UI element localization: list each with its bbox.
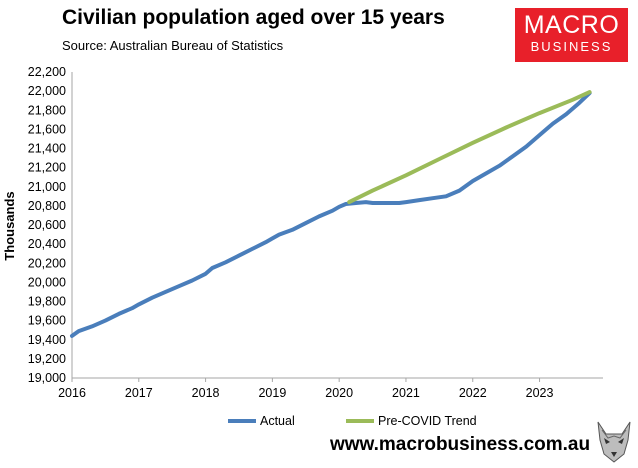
y-tick-label: 20,400 bbox=[28, 237, 66, 251]
x-tick-label: 2017 bbox=[125, 386, 153, 400]
series-group bbox=[70, 90, 592, 338]
y-tick-label: 22,000 bbox=[28, 84, 66, 98]
x-tick-label: 2016 bbox=[58, 386, 86, 400]
y-tick-label: 19,000 bbox=[28, 371, 66, 385]
y-tick-label: 20,800 bbox=[28, 199, 66, 213]
y-tick-label: 21,800 bbox=[28, 103, 66, 117]
x-tick-label: 2020 bbox=[325, 386, 353, 400]
y-tick-label: 20,200 bbox=[28, 256, 66, 270]
legend-label-actual: Actual bbox=[260, 414, 295, 428]
y-tick-label: 21,200 bbox=[28, 161, 66, 175]
y-tick-label: 19,400 bbox=[28, 333, 66, 347]
y-tick-labels: 19,000 19,200 19,400 19,600 19,800 20,000 20,2… bbox=[28, 65, 66, 385]
y-tick-label: 22,200 bbox=[28, 65, 66, 79]
legend: Actual Pre-COVID Trend bbox=[228, 414, 477, 428]
x-tick-label: 2022 bbox=[459, 386, 487, 400]
series-line-pre-covid-trend bbox=[347, 90, 592, 205]
y-tick-label: 19,600 bbox=[28, 314, 66, 328]
logo-line2: BUSINESS bbox=[530, 39, 613, 54]
website-url: www.macrobusiness.com.au bbox=[330, 434, 591, 455]
chart-title: Civilian population aged over 15 years bbox=[62, 6, 445, 29]
logo-line1: MACRO bbox=[523, 11, 620, 39]
x-tick-labels: 2016 2017 2018 2019 2020 2021 2022 2023 bbox=[58, 378, 553, 400]
y-tick-label: 19,800 bbox=[28, 295, 66, 309]
chart-subtitle: Source: Australian Bureau of Statistics bbox=[62, 38, 284, 53]
y-tick-label: 20,000 bbox=[28, 275, 66, 289]
y-tick-label: 21,600 bbox=[28, 122, 66, 136]
y-axis-label: Thousands bbox=[2, 191, 17, 260]
x-tick-label: 2023 bbox=[526, 386, 554, 400]
y-tick-label: 21,400 bbox=[28, 142, 66, 156]
wolf-icon bbox=[597, 421, 631, 463]
legend-label-trend: Pre-COVID Trend bbox=[378, 414, 477, 428]
y-tick-label: 20,600 bbox=[28, 218, 66, 232]
x-tick-label: 2019 bbox=[258, 386, 286, 400]
x-tick-label: 2018 bbox=[192, 386, 220, 400]
x-tick-label: 2021 bbox=[392, 386, 420, 400]
y-tick-label: 19,200 bbox=[28, 352, 66, 366]
y-tick-label: 21,000 bbox=[28, 180, 66, 194]
macrobusiness-logo: MACRO BUSINESS bbox=[515, 8, 628, 62]
series-line-actual bbox=[70, 91, 592, 338]
